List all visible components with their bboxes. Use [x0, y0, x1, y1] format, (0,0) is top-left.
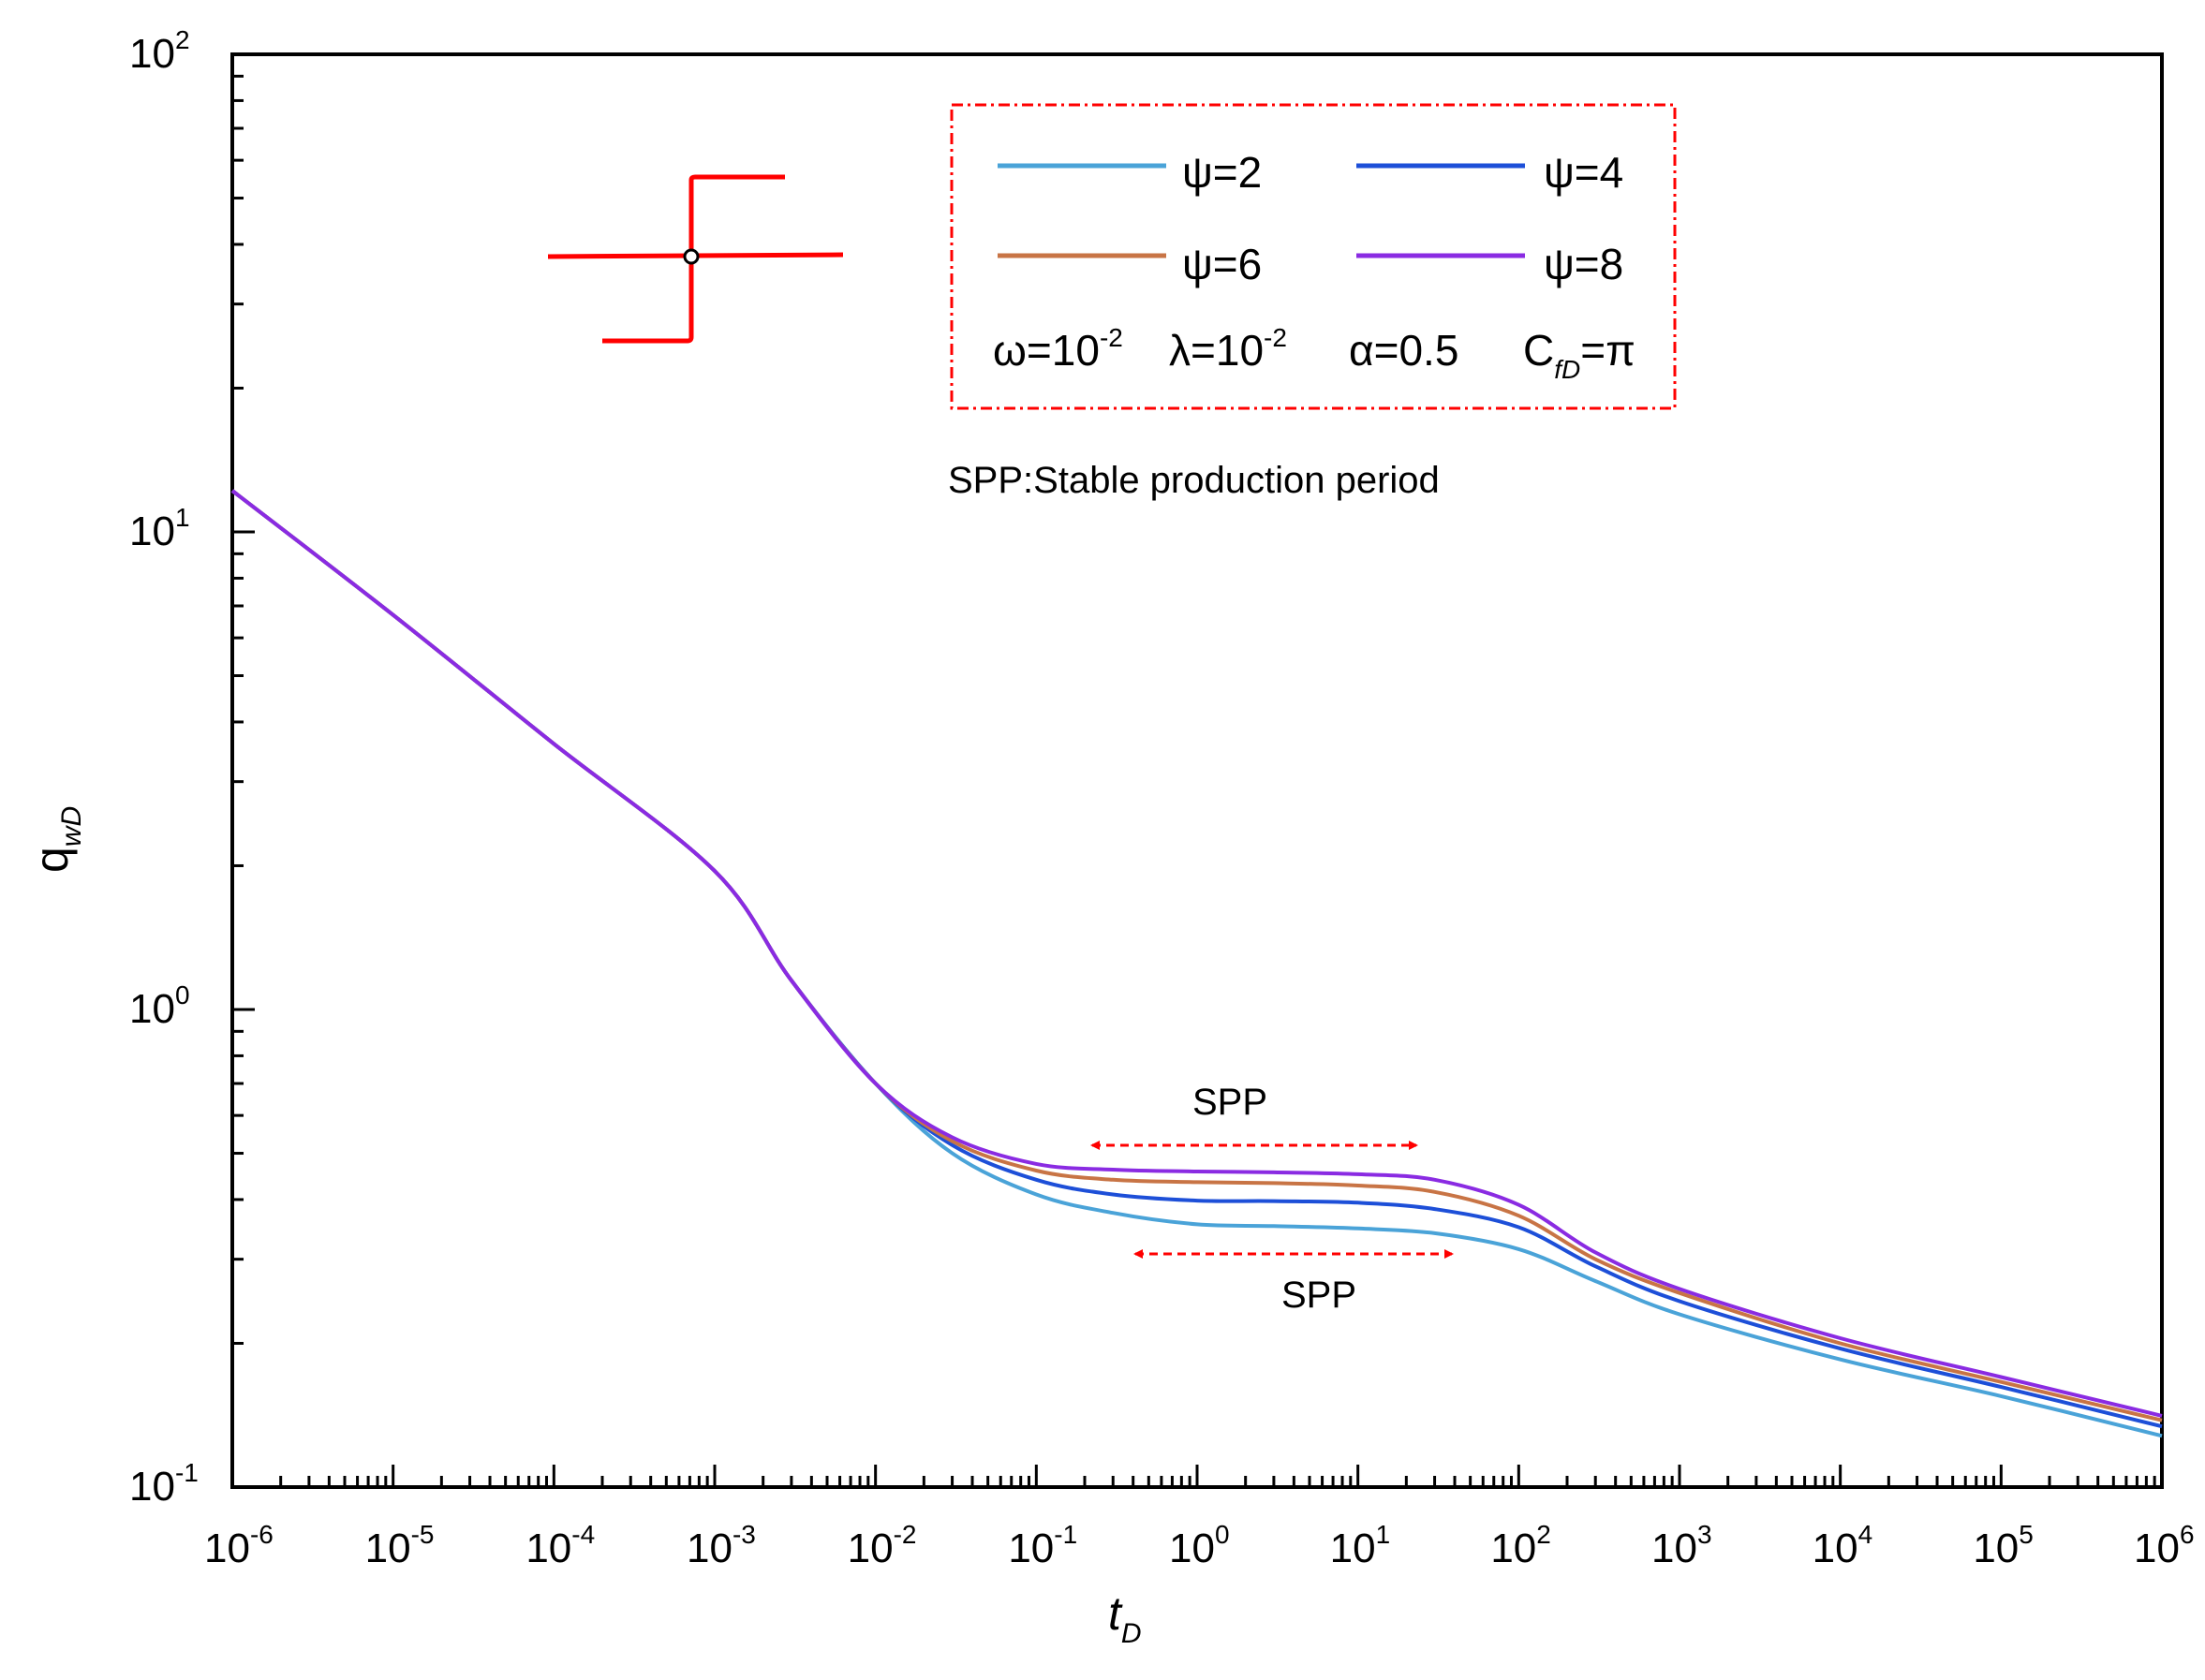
x-tick-label: 10-3 — [687, 1520, 756, 1571]
spp-upper-annotation: SPP — [1090, 1082, 1418, 1150]
legend: ψ=2 ψ=4 ψ=6 ψ=8 ω=10-2 λ=10-2 α=0.5 CfD=… — [950, 103, 1677, 410]
x-tick-label: 10-4 — [525, 1520, 595, 1571]
x-tick-label: 104 — [1813, 1520, 1873, 1571]
legend-label-psi6: ψ=6 — [1182, 240, 1262, 288]
legend-param-alpha: α=0.5 — [1349, 326, 1458, 375]
legend-label-psi4: ψ=4 — [1544, 148, 1623, 197]
y-tick-labels: 10-1 100 101 102 — [129, 25, 199, 1510]
legend-label-psi2: ψ=2 — [1182, 148, 1262, 197]
spp-lower-label: SPP — [1281, 1275, 1356, 1316]
y-tick-label: 102 — [129, 25, 190, 77]
x-tick-label: 102 — [1490, 1520, 1551, 1571]
legend-box — [950, 103, 1677, 410]
series-line-psi-3 — [230, 489, 2163, 1422]
series-line-psi-4 — [230, 489, 2163, 1418]
x-tick-label: 106 — [2134, 1520, 2195, 1571]
x-tick-label: 10-6 — [204, 1520, 274, 1571]
x-axis-title: tD — [1108, 1587, 1142, 1649]
x-tick-label: 101 — [1330, 1520, 1391, 1571]
spp-upper-label: SPP — [1192, 1082, 1267, 1123]
x-tick-label: 105 — [1973, 1520, 2034, 1571]
series-line-psi-1 — [230, 489, 2163, 1438]
x-tick-label: 10-1 — [1008, 1520, 1077, 1571]
x-tick-label: 100 — [1169, 1520, 1230, 1571]
spp-definition-note: SPP:Stable production period — [948, 460, 1440, 501]
y-axis-title: qwD — [25, 806, 87, 873]
axis-ticks — [230, 52, 2164, 1489]
series-lines — [230, 489, 2163, 1438]
legend-label-psi8: ψ=8 — [1544, 240, 1623, 288]
series-line-psi-2 — [230, 489, 2163, 1429]
fracture-schematic-icon — [547, 174, 844, 344]
y-tick-label: 101 — [129, 503, 190, 554]
x-tick-label: 10-5 — [365, 1520, 435, 1571]
y-tick-label: 100 — [129, 980, 190, 1032]
legend-param-lambda: λ=10-2 — [1169, 323, 1287, 375]
x-tick-label: 103 — [1651, 1520, 1712, 1571]
legend-param-cfd: CfD=π — [1523, 326, 1635, 384]
x-tick-label: 10-2 — [848, 1520, 917, 1571]
spp-lower-annotation: SPP — [1133, 1249, 1454, 1316]
y-tick-label: 10-1 — [129, 1458, 199, 1510]
x-tick-labels: 10-6 10-5 10-4 10-3 10-2 10-1 100 101 102 103 104 1… — [204, 1520, 2195, 1571]
legend-param-omega: ω=10-2 — [993, 323, 1123, 375]
